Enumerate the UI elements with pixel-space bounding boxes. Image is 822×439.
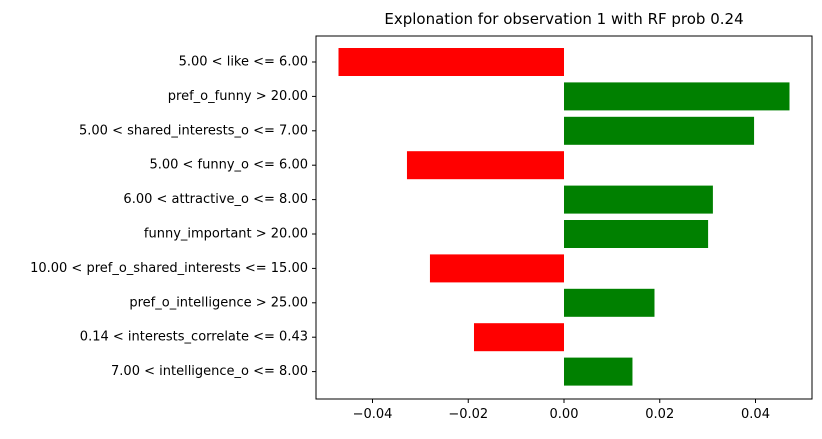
- x-tick-label: 0.00: [550, 407, 579, 422]
- y-tick-label: 10.00 < pref_o_shared_interests <= 15.00: [30, 261, 308, 276]
- bar-2: [564, 82, 790, 111]
- y-tick-label: funny_important > 20.00: [144, 227, 308, 242]
- y-tick-label: 6.00 < attractive_o <= 8.00: [123, 192, 308, 207]
- bar-9: [473, 323, 564, 352]
- y-axis-ticks: 5.00 < like <= 6.00 pref_o_funny > 20.00 5…: [30, 55, 316, 379]
- y-tick-label: 0.14 < interests_correlate <= 0.43: [80, 330, 308, 345]
- bar-5: [564, 185, 713, 214]
- y-tick-label: pref_o_funny > 20.00: [168, 89, 308, 104]
- x-tick-label: 0.02: [645, 407, 674, 422]
- bar-10: [564, 357, 633, 386]
- chart-title: Explonation for observation 1 with RF pr…: [384, 10, 743, 28]
- bar-7: [429, 254, 564, 283]
- bar-4: [406, 151, 564, 180]
- plot-frame: [315, 35, 813, 400]
- x-tick-label: −0.02: [448, 407, 488, 422]
- y-tick-label: 5.00 < funny_o <= 6.00: [149, 158, 308, 173]
- y-tick-label: 5.00 < like <= 6.00: [179, 55, 308, 70]
- y-tick-label: 7.00 < intelligence_o <= 8.00: [111, 364, 308, 379]
- x-axis-ticks: −0.04 −0.02 0.00 0.02 0.04: [353, 399, 770, 422]
- x-tick-label: −0.04: [353, 407, 393, 422]
- bar-3: [564, 116, 755, 145]
- bars-layer: [338, 48, 790, 386]
- x-tick-label: 0.04: [741, 407, 770, 422]
- bar-1: [338, 48, 564, 76]
- bar-8: [564, 288, 655, 317]
- y-tick-label: pref_o_intelligence > 25.00: [129, 295, 308, 310]
- y-tick-label: 5.00 < shared_interests_o <= 7.00: [79, 123, 308, 138]
- bar-6: [564, 220, 709, 248]
